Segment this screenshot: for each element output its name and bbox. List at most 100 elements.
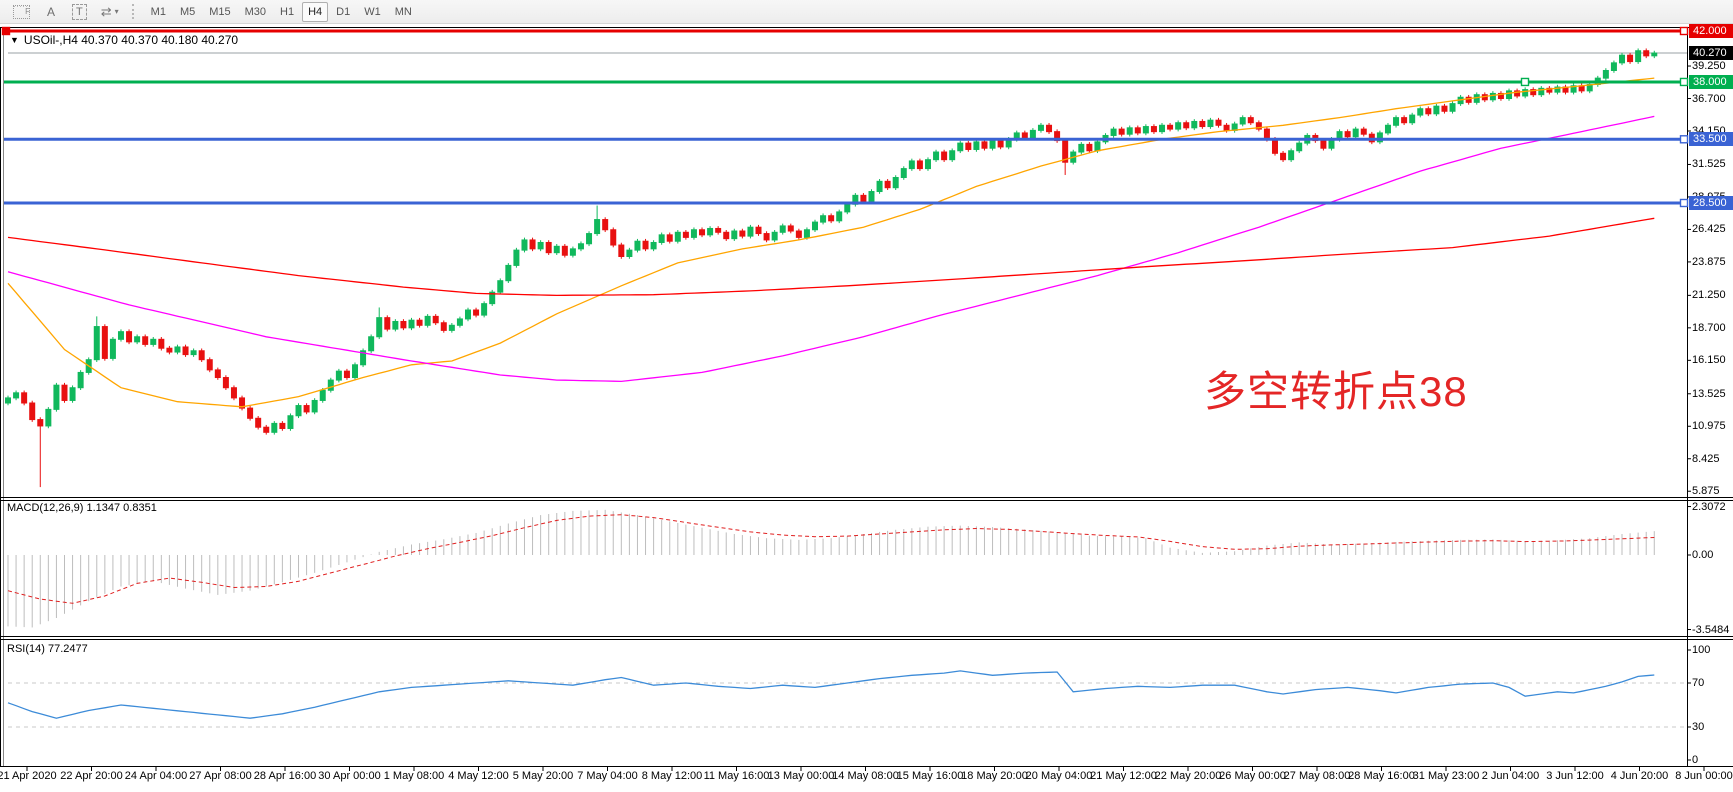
candle-body: [699, 229, 706, 236]
candle-body: [158, 338, 165, 349]
candle-body: [311, 399, 318, 413]
candle-body: [263, 426, 270, 433]
candle-body: [771, 231, 778, 241]
candle-body: [1263, 128, 1270, 140]
candle-body: [545, 241, 552, 254]
hline-handle[interactable]: [1679, 135, 1689, 144]
candle-body: [965, 142, 972, 150]
candle-body: [182, 346, 189, 356]
tf-button-m30[interactable]: M30: [244, 5, 267, 18]
toolbar-grip: [131, 4, 137, 19]
candle-body: [400, 320, 407, 329]
candle-body: [1255, 122, 1262, 130]
chart-grid-icon[interactable]: F: [7, 2, 36, 22]
text-label-icon[interactable]: A: [46, 4, 55, 19]
candle-body: [1602, 69, 1609, 79]
candle-body: [569, 248, 576, 256]
candle-body: [1086, 143, 1093, 152]
candle-body: [884, 180, 891, 189]
candle-body: [1360, 128, 1367, 135]
time-axis-label: 4 May 12:00: [448, 770, 509, 782]
candle-body: [812, 221, 818, 231]
hline-handle[interactable]: [1, 26, 11, 36]
tf-button-d1[interactable]: D1: [336, 5, 351, 18]
time-axis-label: 26 May 00:00: [1219, 770, 1286, 782]
candle-body: [77, 371, 84, 389]
rsi-line: [7, 670, 1655, 719]
candle-body: [1635, 50, 1642, 63]
candle-body: [1522, 89, 1529, 97]
candle-body: [1223, 124, 1230, 131]
candle-body: [93, 326, 100, 361]
candle-body: [1538, 87, 1545, 96]
candle-body: [255, 417, 262, 428]
price-badge-40.270: 40.270: [1689, 46, 1733, 61]
hline-handle[interactable]: [1520, 77, 1530, 87]
price-axis-label: 21.250: [1692, 289, 1726, 302]
candle-body: [1183, 122, 1190, 129]
rsi-axis-label: 0: [1692, 754, 1699, 766]
candle-body: [941, 151, 948, 161]
tf-button-h1[interactable]: H1: [280, 5, 295, 18]
collapse-triangle-icon[interactable]: ▼: [10, 35, 19, 45]
time-axis-label: 1 May 08:00: [383, 770, 445, 782]
candle-body: [343, 370, 350, 379]
candle-body: [860, 194, 867, 203]
candle-body: [222, 377, 229, 389]
hline-handle[interactable]: [1679, 26, 1689, 36]
candle-body: [513, 249, 520, 266]
tf-button-m15[interactable]: M15: [209, 5, 231, 18]
price-badge-38.000: 38.000: [1689, 74, 1733, 89]
hline-handle[interactable]: [1679, 77, 1689, 87]
candle-body: [198, 350, 205, 361]
candle-body: [820, 215, 827, 223]
text-box-icon[interactable]: T: [66, 2, 93, 22]
candle-body: [634, 240, 641, 251]
candle-body: [481, 303, 488, 316]
candle-body: [279, 422, 286, 429]
cycle-arrows-icon[interactable]: ⇄ ▾: [100, 3, 119, 19]
candle-body: [618, 244, 625, 257]
tf-button-mn[interactable]: MN: [394, 5, 412, 18]
candle-body: [376, 317, 383, 338]
candle-body: [1021, 132, 1028, 139]
tf-button-m5[interactable]: M5: [179, 5, 196, 18]
candle-body: [448, 324, 455, 331]
candle-body: [1643, 50, 1650, 57]
candle-body: [1320, 140, 1327, 149]
candle-body: [1433, 105, 1440, 115]
candle-body: [1530, 89, 1537, 96]
candle-body: [392, 320, 399, 330]
candle-body: [1037, 124, 1044, 131]
tf-button-w1[interactable]: W1: [364, 5, 381, 18]
candle-body: [1376, 132, 1383, 143]
time-axis-label: 28 May 16:00: [1348, 770, 1415, 782]
candle-body: [1441, 105, 1448, 112]
time-axis-label: 24 Apr 04:00: [124, 770, 188, 782]
hline-handle[interactable]: [1679, 198, 1689, 208]
candle-body: [440, 322, 447, 331]
candle-body: [989, 140, 996, 149]
candle-body: [828, 215, 835, 222]
candle-body: [303, 405, 310, 413]
candle-body: [287, 415, 294, 429]
time-axis-label: 14 May 08:00: [832, 770, 899, 782]
candle-body: [610, 229, 617, 246]
candle-body: [214, 369, 221, 379]
candle-body: [1409, 114, 1416, 124]
candle-body: [1126, 127, 1133, 135]
chart-annotation-text[interactable]: 多空转折点38: [1204, 368, 1468, 415]
tf-button-m1[interactable]: M1: [150, 5, 166, 18]
candle-body: [166, 347, 173, 353]
candle-body: [537, 241, 544, 250]
candle-body: [1110, 128, 1117, 136]
candle-body: [1046, 124, 1053, 133]
candle-body: [1215, 119, 1222, 126]
candle-body: [1118, 128, 1125, 135]
candle-body: [384, 317, 391, 330]
candle-body: [957, 142, 964, 152]
tf-button-h4[interactable]: H4: [302, 1, 329, 22]
candle-body: [1417, 108, 1424, 116]
candle-body: [1610, 62, 1617, 71]
